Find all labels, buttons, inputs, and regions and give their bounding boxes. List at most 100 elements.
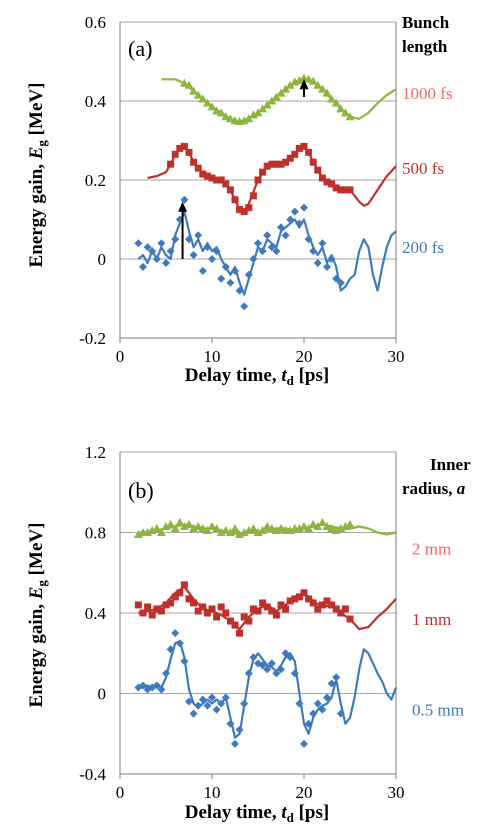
data-point [198,523,208,532]
data-point [231,196,239,204]
data-point [139,262,147,271]
data-point [291,150,299,158]
y-tick-label: 0.6 [85,13,106,32]
data-point [239,528,249,536]
data-point [185,595,193,603]
panel-a-chart: -0.200.20.40.6 0 10 20 30 (a) Bunch length … [26,13,453,388]
data-point [244,525,254,534]
data-point [345,519,355,528]
data-point [133,530,143,539]
data-point [199,603,207,611]
data-point [253,108,263,117]
data-point [221,112,231,121]
series-label: 2 mm [412,540,451,559]
data-point [309,158,317,166]
data-point [240,613,248,621]
data-point [332,184,340,192]
data-point [176,144,184,152]
data-point [294,523,304,532]
series-0.5-mm [134,629,398,748]
data-point [272,160,280,168]
data-point [162,258,170,267]
series-label: 1000 fs [402,84,453,103]
data-point [346,615,354,623]
data-point [147,525,157,534]
panel-b-x-axis-title: Delay time, td [ps] [185,802,329,825]
data-point [166,519,176,528]
data-point [327,679,336,688]
data-point [262,100,272,109]
data-point [180,142,188,150]
data-point [171,235,180,244]
series-label: 1 mm [412,610,451,629]
y-tick-label: 0.8 [85,524,106,543]
series-label: 200 fs [402,238,444,257]
data-point [267,523,277,532]
data-point [194,701,203,710]
data-point [249,653,258,662]
data-point [189,523,199,532]
data-point [322,521,332,530]
x-tick-label: 0 [116,347,125,366]
data-point [271,525,281,534]
data-point [328,601,336,609]
data-point [304,235,313,244]
data-point [203,172,211,180]
data-point [286,597,294,605]
data-point [249,192,257,200]
y-tick-label: 0.2 [85,171,106,190]
data-point [263,162,271,170]
data-point [226,719,235,728]
data-point [313,80,323,89]
data-point [235,725,244,734]
data-point [328,180,336,188]
data-point [337,186,345,194]
data-point [235,286,244,295]
panel-b-legend-title-line2: radius, a [402,479,466,498]
data-point [208,605,216,613]
data-point [199,170,207,178]
data-point [212,523,222,532]
data-point [290,207,299,216]
data-point [340,521,350,530]
data-point [231,739,239,748]
data-point [198,94,208,103]
data-point [203,243,212,252]
data-point [202,98,212,107]
data-point [143,528,153,536]
data-point [267,243,276,252]
x-tick-label: 10 [204,783,221,802]
data-point [231,621,239,629]
x-tick-label: 10 [204,347,221,366]
data-point [294,75,304,84]
data-point [295,144,303,152]
data-point [170,523,180,532]
data-point [305,595,313,603]
series-200-fs [134,195,397,311]
data-point [340,108,350,117]
data-point [185,148,193,156]
data-point [327,523,337,532]
data-point [225,114,235,123]
data-point [175,639,184,648]
data-point [331,98,341,107]
data-point [336,709,345,718]
series-2-mm [133,517,397,539]
data-point [327,94,337,103]
data-point [240,208,248,216]
data-point [304,719,313,728]
data-point [276,88,286,97]
data-point [222,609,230,617]
data-point [267,96,277,105]
data-point [327,255,336,263]
data-point [213,176,221,184]
data-point [313,258,322,267]
data-point [180,195,189,204]
data-point [313,699,322,708]
data-point [258,104,268,113]
data-point [236,629,244,637]
data-point [277,160,285,168]
data-point [323,693,331,702]
data-point [179,521,189,530]
